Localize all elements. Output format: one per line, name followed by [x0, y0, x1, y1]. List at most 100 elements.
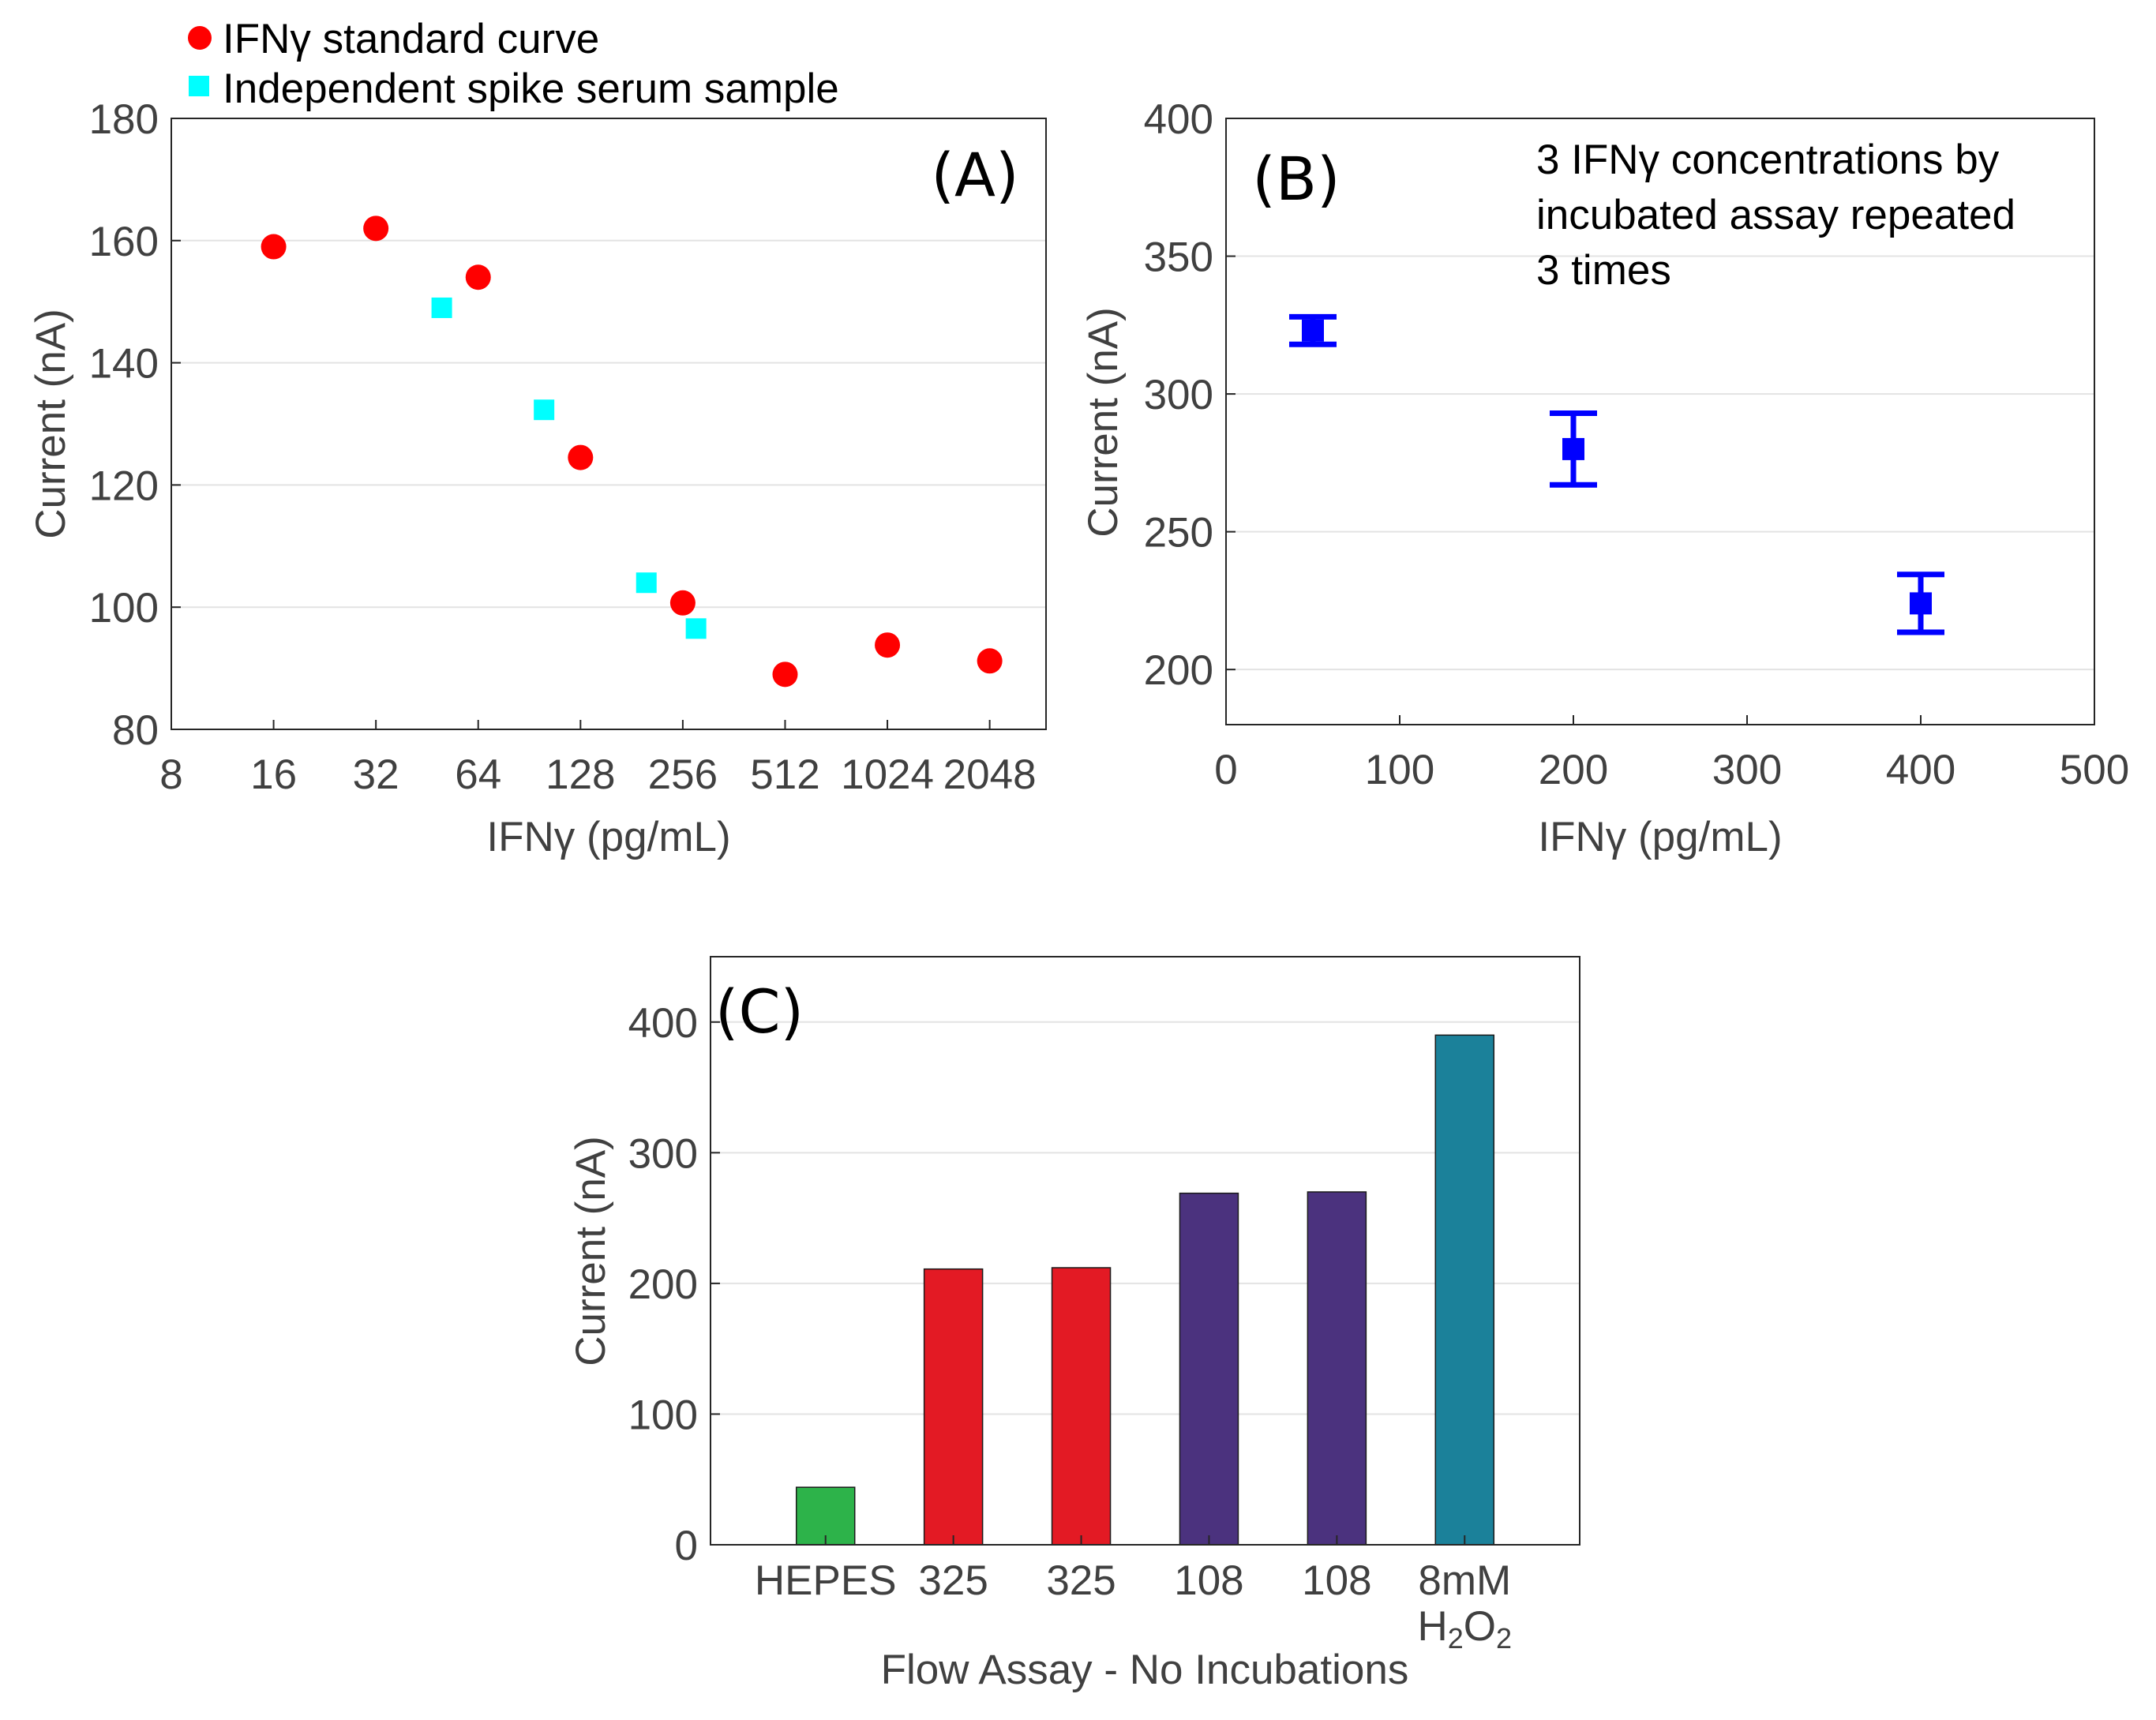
- panel-b-x-tick-label: 200: [1539, 747, 1608, 793]
- panel-b-y-tick-label: 350: [1144, 234, 1213, 281]
- panel-b-data-marker: [1910, 592, 1932, 615]
- panel-b-y-axis-label: Current (nA): [1080, 307, 1127, 538]
- panel-b-x-tick-label: 500: [2060, 747, 2129, 793]
- h2o2-o: O: [1464, 1603, 1496, 1650]
- panel-a-x-axis-label: IFNγ (pg/mL): [486, 814, 730, 860]
- panel-a-legend: IFNγ standard curve Independent spike se…: [188, 16, 839, 112]
- panel-b-errorbar-point: [1550, 410, 1597, 488]
- panel-b-y-tick-label: 250: [1144, 510, 1213, 556]
- panel-b-x-tick-label: 400: [1886, 747, 1955, 793]
- panel-a-x-tick-label: 128: [546, 751, 615, 798]
- panel-c-x-tick-label: 325: [1046, 1557, 1115, 1604]
- panel-b-y-tick-label: 300: [1144, 372, 1213, 418]
- panel-b-errorbar-point: [1897, 571, 1944, 635]
- panel-c-y-tick-label: 300: [628, 1130, 698, 1177]
- h2o2-h: H: [1417, 1603, 1447, 1650]
- legend-marker-spike-sample: [189, 76, 209, 96]
- panel-a-x-ticks: 8 16 32 64 128 256 512 1024 2048: [159, 720, 1037, 798]
- panel-b-annotation-line-1: 3 IFNγ concentrations by: [1536, 137, 2000, 183]
- panel-c-x-ticks: HEPES 325 325 108 108 8mM: [755, 1535, 1511, 1604]
- panel-c-y-ticks: 0 100 200 300 400: [628, 1000, 720, 1569]
- panel-b-annotation-line-3: 3 times: [1536, 247, 1671, 294]
- h2o2-sub-1: 2: [1448, 1622, 1464, 1654]
- panel-c-x-tick-label: 108: [1302, 1557, 1371, 1604]
- panel-b-points: [1289, 313, 1944, 635]
- panel-a-spike-point: [636, 572, 657, 594]
- panel-a-points: [261, 215, 1003, 688]
- panel-c-bar: [1307, 1191, 1367, 1546]
- panel-b-chart: 200 250 300 350 400 0 100 200 300 400 500 (B) 3 I…: [1080, 96, 2129, 860]
- panel-b-label: (B): [1252, 144, 1340, 214]
- panel-b-x-axis-label: IFNγ (pg/mL): [1538, 814, 1782, 860]
- panel-c-y-tick-label: 100: [628, 1392, 698, 1438]
- panel-a-spike-point: [534, 399, 555, 421]
- panel-a-y-tick-label: 140: [89, 341, 159, 388]
- panel-b-data-marker: [1302, 319, 1324, 342]
- panel-a-spike-point: [431, 297, 452, 318]
- panel-b-x-tick-label: 300: [1712, 747, 1782, 793]
- panel-a-x-tick-label: 16: [250, 751, 297, 798]
- panel-a-standard-point: [568, 444, 594, 470]
- panel-a-y-tick-label: 180: [89, 96, 159, 143]
- panel-b-errorbar-point: [1289, 313, 1337, 347]
- panel-a-spike-point: [685, 618, 707, 639]
- panel-c-bar: [923, 1268, 984, 1546]
- panel-a-standard-point: [465, 264, 491, 290]
- panel-a-standard-point: [977, 648, 1003, 674]
- panel-a-standard-point: [363, 215, 389, 242]
- panel-c-bar: [1434, 1034, 1495, 1546]
- panel-c-label: (C): [715, 976, 804, 1047]
- panel-b-grid: [1226, 255, 2094, 671]
- panel-b-x-tick-label: 100: [1365, 747, 1434, 793]
- panel-a-standard-point: [261, 234, 287, 260]
- panel-c-x-axis-label: Flow Assay - No Incubations: [881, 1647, 1409, 1693]
- panel-a-y-axis-label: Current (nA): [28, 309, 74, 539]
- panel-a-x-tick-label: 64: [455, 751, 501, 798]
- panel-a-x-tick-label: 8: [159, 751, 182, 798]
- panel-c-bar: [1051, 1267, 1112, 1546]
- panel-a-x-tick-label: 256: [648, 751, 718, 798]
- panel-a-standard-point: [669, 590, 696, 616]
- panel-a-x-tick-label: 512: [750, 751, 819, 798]
- panel-b-y-tick-label: 200: [1144, 647, 1213, 694]
- legend-entry-standard-curve: IFNγ standard curve: [223, 16, 599, 62]
- panel-c-x-tick-h2o2: H2O2: [1417, 1603, 1512, 1654]
- panel-c-bar: [1179, 1192, 1239, 1546]
- panel-b-annotation-line-2: incubated assay repeated: [1536, 192, 2015, 238]
- panel-c-y-tick-label: 200: [628, 1261, 698, 1308]
- panel-c-bar: [795, 1486, 856, 1546]
- panel-c-bars: [795, 1034, 1495, 1546]
- panel-c-grid: [711, 1021, 1580, 1415]
- panel-b-data-marker: [1562, 437, 1584, 460]
- panel-a-chart: 80 100 120 140 160 180 8 16 32 64 128 256 512 1024 20…: [28, 16, 1047, 860]
- panel-a-axes-box: [171, 118, 1047, 730]
- panel-c-x-tick-label: 108: [1174, 1557, 1243, 1604]
- panel-c-y-tick-label: 0: [675, 1523, 698, 1569]
- panel-b-x-tick-label: 0: [1214, 747, 1237, 793]
- panel-a-y-tick-label: 120: [89, 463, 159, 509]
- panel-c-y-axis-label: Current (nA): [568, 1136, 614, 1366]
- panel-b-y-tick-label: 400: [1144, 96, 1213, 143]
- panel-a-y-tick-label: 80: [112, 707, 159, 754]
- panel-c-x-tick-label: 325: [918, 1557, 988, 1604]
- panel-c-axes-box: [710, 956, 1580, 1546]
- panel-c-y-tick-label: 400: [628, 1000, 698, 1047]
- legend-entry-spike-sample: Independent spike serum sample: [223, 66, 839, 112]
- panel-a-grid: [171, 239, 1046, 609]
- panel-c-x-tick-label: 8mM: [1418, 1557, 1511, 1604]
- panel-c-x-tick-label: HEPES: [755, 1557, 897, 1604]
- panel-b-x-ticks: 0 100 200 300 400 500: [1214, 715, 2129, 793]
- panel-a-standard-point: [772, 661, 798, 688]
- panel-a-y-tick-label: 160: [89, 219, 159, 265]
- legend-marker-standard-curve: [188, 26, 212, 50]
- panel-a-label: (A): [931, 140, 1018, 210]
- panel-a-y-tick-label: 100: [89, 585, 159, 631]
- h2o2-sub-2: 2: [1496, 1622, 1512, 1654]
- panel-a-y-ticks: 80 100 120 140 160 180: [89, 96, 181, 754]
- panel-a-x-tick-label: 32: [353, 751, 399, 798]
- panel-a-standard-point: [875, 632, 901, 658]
- panel-a-x-tick-label: 1024: [841, 751, 934, 798]
- panel-b-y-ticks: 200 250 300 350 400: [1144, 96, 1235, 694]
